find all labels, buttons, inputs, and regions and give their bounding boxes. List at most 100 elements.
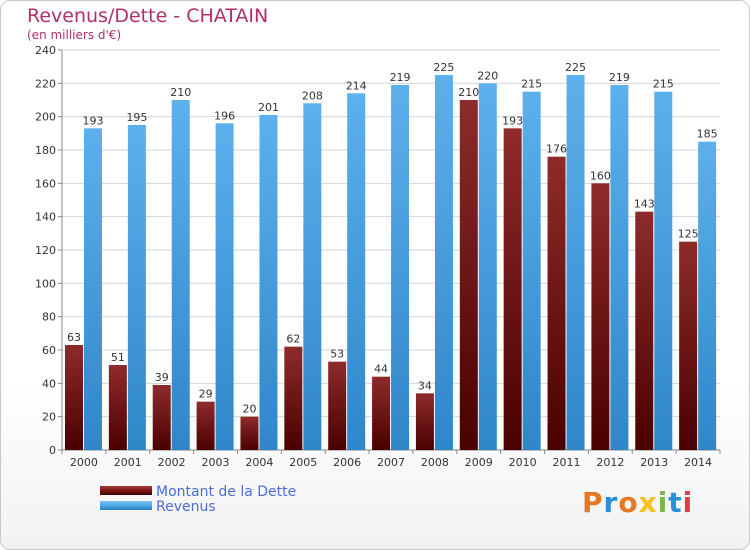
bar-dette — [196, 401, 215, 450]
data-label-dette: 20 — [242, 403, 256, 416]
data-label-dette: 193 — [502, 114, 523, 127]
y-tick-label: 80 — [42, 311, 56, 324]
bar-dette — [635, 211, 654, 450]
data-label-dette: 39 — [155, 371, 169, 384]
logo-letter: P — [582, 486, 604, 519]
bar-revenus — [127, 125, 146, 450]
data-label-dette: 29 — [199, 388, 213, 401]
y-tick-label: 100 — [35, 277, 56, 290]
data-label-revenus: 214 — [346, 79, 367, 92]
bar-revenus — [84, 128, 102, 451]
y-tick-label: 20 — [42, 411, 56, 424]
bar-revenus — [698, 141, 717, 450]
bar-revenus — [259, 115, 278, 450]
data-label-revenus: 210 — [170, 86, 191, 99]
y-tick-label: 200 — [35, 111, 56, 124]
legend-swatch-dette — [100, 486, 152, 495]
data-label-revenus: 195 — [126, 111, 147, 124]
x-tick-label: 2008 — [421, 456, 449, 469]
bar-dette — [547, 156, 566, 450]
y-tick-label: 0 — [49, 444, 56, 457]
data-label-revenus: 208 — [302, 89, 323, 102]
data-label-dette: 63 — [67, 331, 81, 344]
bar-dette — [459, 100, 478, 450]
legend-label-dette: Montant de la Dette — [156, 484, 297, 500]
bar-dette — [328, 361, 347, 450]
logo-letter: r — [603, 486, 619, 519]
bar-revenus — [610, 85, 629, 450]
chart-title: Revenus/Dette - CHATAIN — [27, 5, 269, 27]
bar-revenus — [171, 100, 190, 450]
y-tick-label: 60 — [42, 344, 56, 357]
bar-dette — [591, 183, 610, 451]
data-label-dette: 44 — [374, 363, 388, 376]
logo-letter: x — [638, 486, 658, 519]
x-tick-label: 2014 — [684, 456, 712, 469]
data-label-revenus: 220 — [477, 69, 498, 82]
bar-dette — [284, 346, 303, 450]
logo-letter: i — [682, 486, 694, 519]
x-tick-label: 2011 — [552, 456, 580, 469]
x-tick-label: 2007 — [377, 456, 405, 469]
data-label-revenus: 215 — [521, 78, 542, 91]
data-label-revenus: 225 — [565, 61, 586, 74]
bar-dette — [65, 345, 83, 450]
y-tick-label: 140 — [35, 211, 56, 224]
data-label-dette: 34 — [418, 379, 432, 392]
data-label-revenus: 225 — [433, 61, 454, 74]
data-label-revenus: 219 — [390, 71, 411, 84]
data-label-revenus: 185 — [697, 128, 718, 141]
x-tick-label: 2005 — [289, 456, 317, 469]
x-tick-label: 2003 — [202, 456, 230, 469]
data-label-dette: 51 — [111, 351, 125, 364]
bar-revenus — [566, 75, 585, 450]
data-label-dette: 210 — [458, 86, 479, 99]
bar-revenus — [478, 83, 497, 450]
bar-dette — [679, 241, 698, 450]
bar-revenus — [391, 85, 410, 450]
bar-revenus — [654, 91, 673, 451]
data-label-dette: 125 — [678, 228, 699, 241]
legend-swatch-revenus — [100, 501, 152, 510]
proxiti-logo: Proxiti — [582, 486, 693, 519]
bar-dette — [415, 393, 434, 450]
logo-letter: t — [668, 486, 683, 519]
y-tick-label: 160 — [35, 177, 56, 190]
x-tick-label: 2006 — [333, 456, 361, 469]
data-label-revenus: 193 — [83, 114, 104, 127]
bar-dette — [108, 365, 127, 450]
bar-dette — [152, 385, 171, 450]
x-tick-label: 2009 — [465, 456, 493, 469]
bar-dette — [240, 416, 259, 450]
bar-revenus — [522, 91, 541, 451]
y-tick-label: 180 — [35, 144, 56, 157]
bar-revenus — [303, 103, 322, 450]
x-tick-label: 2012 — [596, 456, 624, 469]
bar-revenus — [347, 93, 366, 450]
x-tick-label: 2000 — [70, 456, 98, 469]
bar-dette — [503, 128, 522, 451]
legend-label-revenus: Revenus — [156, 499, 216, 515]
y-tick-label: 120 — [35, 244, 56, 257]
data-label-dette: 160 — [590, 169, 611, 182]
data-label-revenus: 196 — [214, 109, 235, 122]
data-label-dette: 176 — [546, 143, 567, 156]
y-tick-label: 220 — [35, 77, 56, 90]
data-label-dette: 143 — [634, 198, 655, 211]
y-tick-label: 240 — [35, 44, 56, 57]
bar-revenus — [434, 75, 453, 450]
logo-letter: i — [657, 486, 669, 519]
x-tick-label: 2004 — [245, 456, 273, 469]
data-label-dette: 53 — [330, 348, 344, 361]
x-tick-label: 2010 — [509, 456, 537, 469]
x-tick-label: 2001 — [114, 456, 142, 469]
data-label-revenus: 215 — [653, 78, 674, 91]
data-label-revenus: 219 — [609, 71, 630, 84]
data-label-revenus: 201 — [258, 101, 279, 114]
bar-dette — [372, 376, 391, 450]
logo-letter: o — [618, 486, 639, 519]
x-tick-label: 2013 — [640, 456, 668, 469]
x-tick-label: 2002 — [158, 456, 186, 469]
data-label-dette: 62 — [286, 333, 300, 346]
